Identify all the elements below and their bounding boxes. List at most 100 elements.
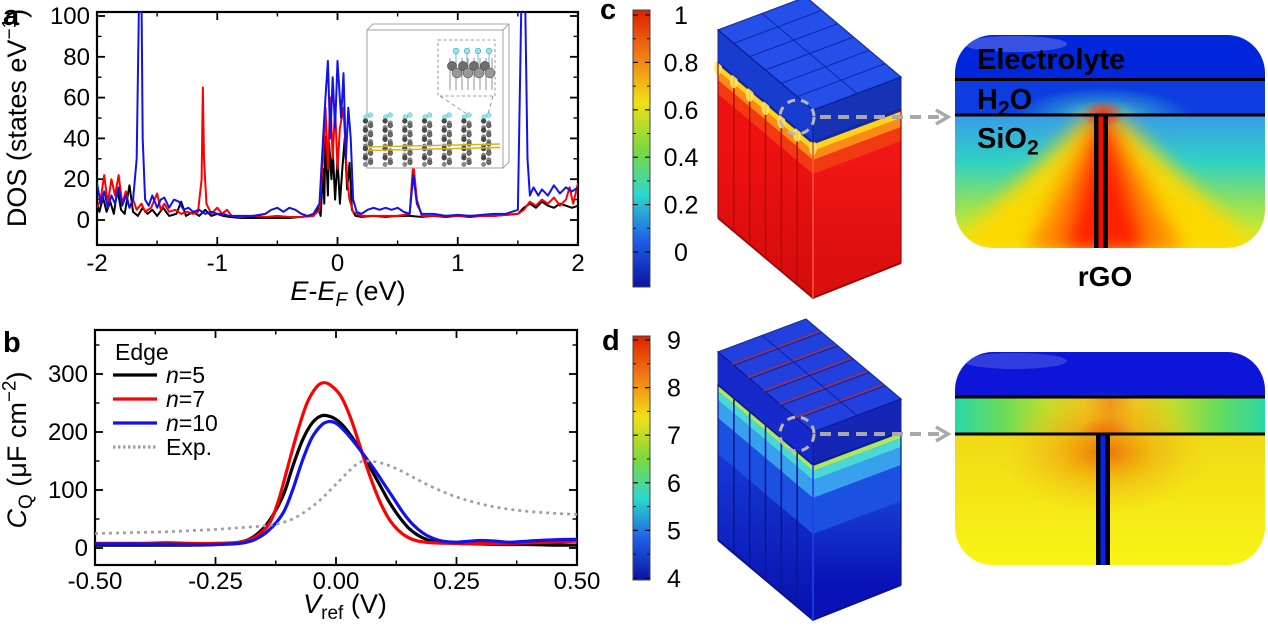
oh-group-atom	[466, 112, 472, 118]
rgo-sheet	[1100, 435, 1106, 565]
carbon-atom	[466, 150, 472, 156]
carbon-atom	[422, 162, 427, 167]
carbon-atom	[368, 141, 374, 147]
electrolyte-label: Electrolyte	[977, 44, 1125, 76]
carbon-atom	[362, 136, 369, 143]
oh-group-atom	[474, 47, 482, 55]
colorbar-tick-label: 4	[667, 565, 681, 593]
meniscus-glow	[729, 74, 738, 89]
carbon-atom	[441, 118, 447, 124]
interface-band	[813, 438, 901, 480]
carbon-atom	[407, 159, 413, 166]
colorbar-tick-label: 0.2	[664, 192, 699, 220]
interface-band	[813, 127, 901, 174]
panel-a-letter: a	[3, 0, 20, 32]
colorbar-tick-label: 6	[667, 470, 681, 498]
panel-b-letter: b	[3, 327, 21, 359]
interface-band	[813, 447, 901, 498]
rgo-sheet-border	[1096, 435, 1101, 565]
legend-item-label: Exp.	[166, 434, 212, 460]
colorbar-tick-label: 0.4	[664, 144, 699, 172]
carbon-atom	[486, 159, 492, 166]
carbon-atom	[461, 136, 467, 143]
carbon-atom	[382, 136, 388, 143]
panel-a-y-axis-title: DOS (states eV−1)	[0, 9, 32, 227]
rgo-sheet-top-line	[779, 370, 868, 405]
gloss-highlight	[963, 36, 1067, 52]
panel-c-letter: c	[600, 0, 616, 26]
permittivity-3d-model	[716, 318, 903, 622]
y-tick-label: 80	[63, 44, 90, 71]
carbon-atom	[362, 155, 369, 161]
carbon-atom	[446, 150, 453, 156]
dos-curve-n=7	[97, 86, 578, 218]
carbon-atom	[461, 118, 467, 124]
legend-item-label: n=5	[166, 362, 205, 388]
inset-box-3d-edges	[366, 23, 510, 169]
colorbar	[632, 9, 651, 288]
carbon-atom	[446, 122, 453, 129]
interface-band	[813, 111, 901, 151]
carbon-atom	[427, 132, 433, 138]
carbon-atom	[481, 118, 487, 124]
x-tick-label: -2	[86, 250, 107, 277]
rgo-sheet-border	[1105, 435, 1110, 565]
carbon-atom	[427, 159, 433, 166]
inset-zoom-box	[437, 39, 496, 97]
panel-b-graphics: -0.50 -0.25 0.00 0.25 0.500100200300Edgen=5n…	[48, 328, 601, 595]
x-tick-label: 2	[571, 250, 584, 277]
colorbar-tick-label: 0.8	[664, 49, 699, 77]
colorbar-tick-label: 7	[667, 422, 681, 450]
legend-item-label: n=10	[166, 410, 218, 436]
oh-group-atom	[387, 112, 393, 118]
x-tick-label: 0.25	[433, 568, 480, 595]
carbon-atom	[441, 162, 447, 167]
carbon-atom	[387, 132, 393, 138]
potential-3d-model	[714, 0, 903, 300]
oh-group-atom	[367, 112, 374, 118]
carbon-atom	[441, 136, 447, 143]
y-tick-label: 0	[77, 207, 90, 234]
inset-box	[366, 29, 504, 169]
carbon-atom	[402, 118, 408, 124]
carbon-atom	[480, 61, 490, 71]
oh-group-atom	[446, 112, 452, 118]
slab-wall-line	[761, 335, 858, 416]
carbon-atom	[469, 61, 479, 71]
carbon-atom	[382, 127, 388, 133]
x-tick-label: 0.50	[554, 568, 601, 595]
colorbar-tick-label: 1	[674, 2, 688, 30]
colorbar-tick-label: 0	[674, 239, 688, 267]
carbon-atom	[368, 150, 374, 156]
carbon-atom	[446, 159, 453, 166]
legend-title: Edge	[115, 339, 169, 365]
oh-group-atom	[485, 47, 493, 55]
carbon-atom	[486, 132, 492, 138]
carbon-atom	[402, 127, 408, 133]
dos-curve-n=10	[97, 12, 578, 217]
meniscus-glow	[745, 87, 754, 102]
cross-section-d	[955, 352, 1265, 565]
carbon-atom	[466, 132, 472, 138]
carbon-atom	[407, 132, 413, 138]
y-tick-label: 20	[63, 166, 90, 193]
interface-line	[955, 395, 1265, 399]
carbon-atom	[481, 136, 487, 143]
y-tick-label: 300	[48, 361, 88, 388]
carbon-atom	[427, 122, 433, 129]
rgo-sheet-border	[1103, 116, 1108, 248]
carbon-atom	[481, 155, 487, 161]
carbon-atom	[402, 136, 408, 143]
colorbar-tick-label: 9	[667, 327, 681, 355]
carbon-atom	[421, 136, 428, 143]
carbon-atom	[407, 122, 413, 129]
carbon-atom	[421, 118, 428, 124]
carbon-atom	[466, 122, 472, 129]
panel-b-y-axis-title: CQ (μF cm−2)	[0, 372, 37, 529]
panel-d-letter: d	[602, 325, 620, 357]
carbon-atom	[387, 150, 393, 156]
carbon-atom	[466, 159, 472, 166]
panel-b-x-axis-title: Vref (V)	[303, 589, 387, 624]
carbon-atom	[387, 122, 393, 129]
